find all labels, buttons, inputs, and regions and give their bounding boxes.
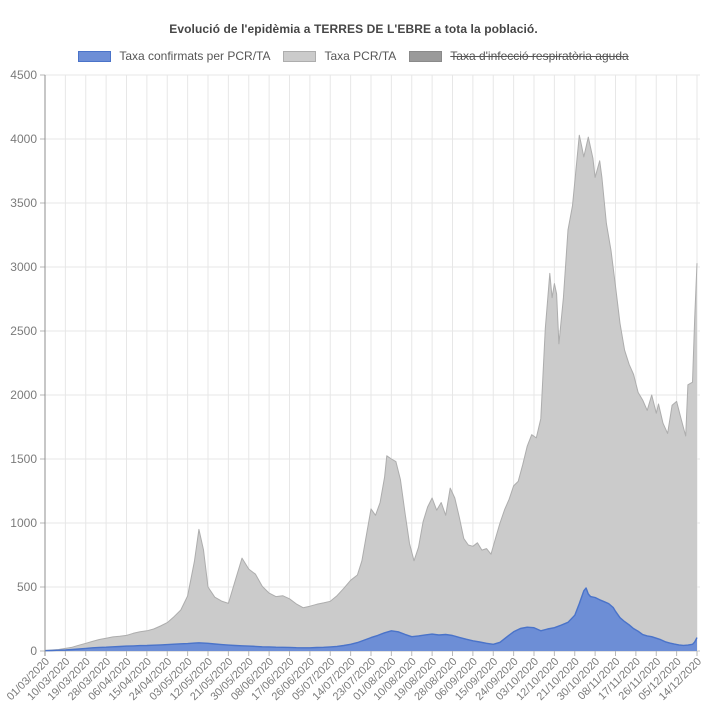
- y-tick-label: 4000: [10, 132, 37, 146]
- y-tick-label: 2500: [10, 324, 37, 338]
- y-tick-label: 4500: [10, 68, 37, 82]
- y-tick-label: 3000: [10, 260, 37, 274]
- legend-item-2[interactable]: Taxa d'infecció respiratòria aguda: [409, 49, 629, 63]
- line-series-1: [44, 587, 698, 652]
- chart-title: Evolució de l'epidèmia a TERRES DE L'EBR…: [169, 22, 538, 36]
- legend-label: Taxa confirmats per PCR/TA: [119, 49, 271, 63]
- y-tick-label: 500: [17, 580, 37, 594]
- y-tick-label: 1000: [10, 516, 37, 530]
- legend-item-0[interactable]: Taxa confirmats per PCR/TA: [78, 49, 270, 63]
- line-series-0: [44, 134, 698, 651]
- legend-swatch: [283, 50, 317, 62]
- area-series-1: [45, 588, 697, 651]
- y-tick-label: 2000: [10, 388, 37, 402]
- area-series-0: [45, 135, 697, 651]
- legend-label: Taxa PCR/TA: [324, 49, 397, 63]
- y-tick-label: 3500: [10, 196, 37, 210]
- epidemic-chart: 05001000150020002500300035004000450001/0…: [5, 68, 704, 703]
- chart-legend: Taxa confirmats per PCR/TA Taxa PCR/TA Tax…: [0, 49, 707, 63]
- legend-label: Taxa d'infecció respiratòria aguda: [450, 49, 629, 63]
- legend-swatch: [409, 50, 443, 62]
- legend-item-1[interactable]: Taxa PCR/TA: [283, 49, 396, 63]
- legend-swatch: [78, 50, 112, 62]
- y-tick-label: 1500: [10, 452, 37, 466]
- y-tick-label: 0: [30, 644, 37, 658]
